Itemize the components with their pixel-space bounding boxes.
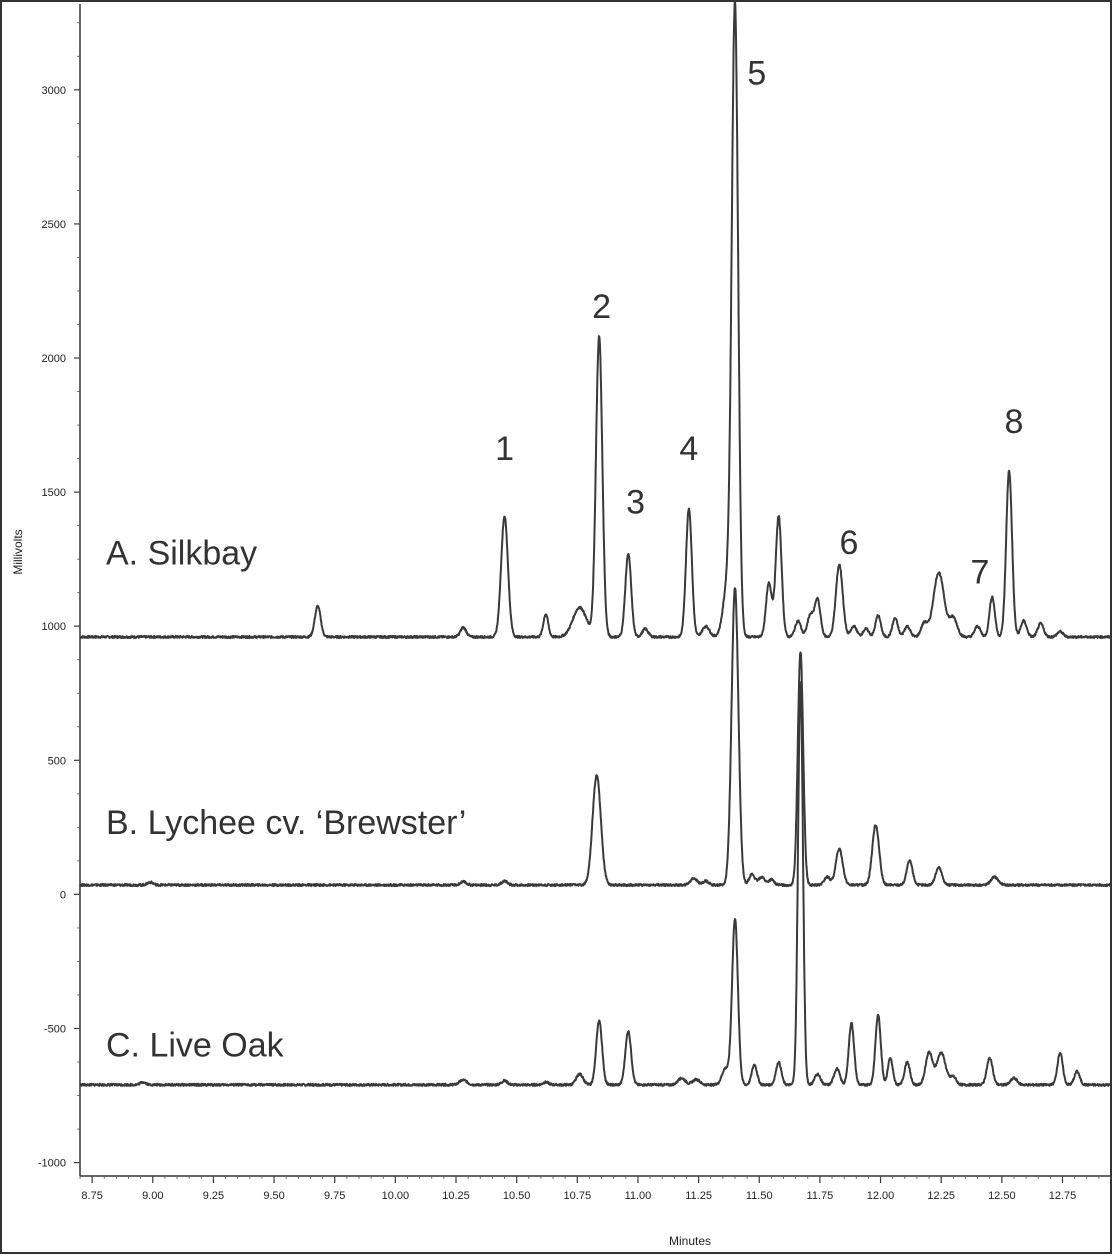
peak-label: 3 [626, 484, 645, 522]
x-tick-label: 9.50 [263, 1190, 284, 1202]
y-tick-label: -500 [44, 1023, 66, 1035]
y-axis-title: Millivolts [11, 529, 25, 574]
traces [79, 0, 1112, 1087]
trace-lychee [79, 587, 1112, 888]
peak-label: 5 [747, 54, 766, 92]
x-tick-label: 8.75 [81, 1190, 102, 1202]
x-tick-label: 12.00 [867, 1190, 895, 1202]
x-tick-label: 12.50 [988, 1190, 1016, 1202]
y-axis-ticks: -1000 -500 0 500 1000 1500 2000 2500 3000 [38, 22, 80, 1170]
x-tick-label: 11.50 [746, 1190, 773, 1202]
trace-labels: A. Silkbay B. Lychee cv. ‘Brewster’ C. Liv… [106, 535, 466, 1065]
x-tick-label: 11.75 [807, 1190, 834, 1202]
peak-label: 4 [679, 430, 698, 468]
y-tick-label: 1500 [42, 487, 66, 499]
peak-label: 8 [1005, 403, 1024, 441]
peak-label: 6 [840, 524, 859, 562]
y-tick-label: 2500 [42, 219, 66, 231]
x-tick-label: 11.00 [625, 1190, 652, 1202]
trace-label: A. Silkbay [106, 535, 257, 573]
trace-label: C. Live Oak [106, 1027, 285, 1065]
peak-label: 7 [971, 553, 990, 591]
peak-label: 2 [592, 288, 611, 326]
y-tick-label: -1000 [38, 1158, 66, 1170]
x-tick-label: 9.00 [142, 1190, 163, 1202]
x-tick-label: 12.75 [1049, 1190, 1077, 1202]
x-tick-label: 10.00 [382, 1190, 410, 1202]
trace-silkbay [79, 0, 1112, 639]
plot-area: -1000 -500 0 500 1000 1500 2000 2500 3000 8.75 9.… [38, 0, 1112, 1202]
x-tick-label: 9.75 [324, 1190, 345, 1202]
y-tick-label: 0 [60, 889, 66, 901]
x-axis-ticks: 8.75 9.00 9.25 9.50 9.75 10.00 10.25 10.50 10.75… [79, 1176, 1112, 1202]
peak-label: 1 [495, 430, 514, 468]
x-tick-label: 9.25 [203, 1190, 224, 1202]
x-tick-label: 10.75 [564, 1190, 592, 1202]
y-tick-label: 3000 [42, 85, 66, 97]
x-tick-label: 10.25 [442, 1190, 470, 1202]
peak-annotations: 1 2 34 5 6 7 8 [495, 54, 1023, 591]
trace-label: B. Lychee cv. ‘Brewster’ [106, 804, 466, 842]
x-tick-label: 11.25 [685, 1190, 712, 1202]
x-tick-label: 10.50 [503, 1190, 531, 1202]
y-tick-label: 500 [48, 755, 66, 767]
y-tick-label: 1000 [42, 621, 66, 633]
x-tick-label: 12.25 [927, 1190, 955, 1202]
y-tick-label: 2000 [42, 353, 66, 365]
trace-live-oak [79, 681, 1112, 1087]
x-axis-title: Minutes [669, 1234, 711, 1248]
